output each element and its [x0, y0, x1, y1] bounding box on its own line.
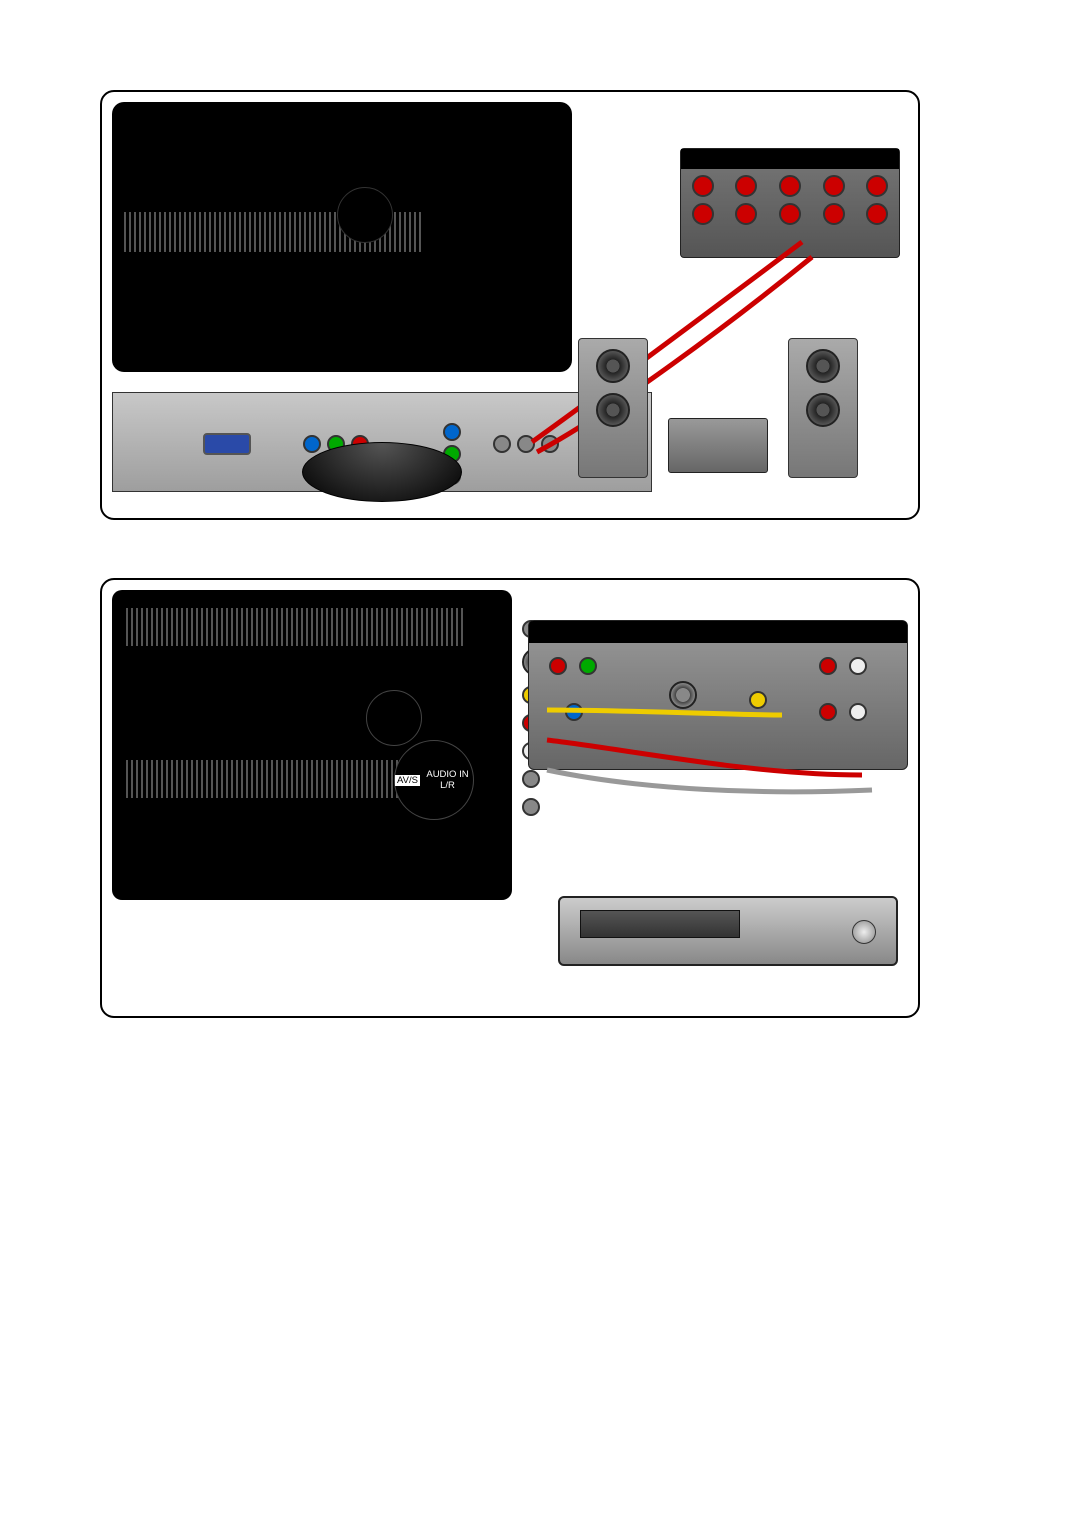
rca-port-icon	[866, 203, 888, 225]
composite-port-icon	[749, 691, 767, 709]
speaker-right-icon	[788, 338, 858, 478]
component-cr-port-icon	[549, 657, 567, 675]
port-icon	[303, 435, 321, 453]
tv-stand-illustration	[302, 442, 462, 502]
tv-back-illustration	[112, 102, 572, 372]
back-panel-header	[529, 621, 907, 643]
vcr-tape-slot-icon	[580, 910, 740, 938]
audio-r1-port-icon	[819, 703, 837, 721]
component-cb-port-icon	[565, 703, 583, 721]
speaker-left-icon	[578, 338, 648, 478]
rca-port-icon	[823, 203, 845, 225]
rca-port-icon	[692, 175, 714, 197]
vcr-illustration	[558, 896, 898, 966]
port-icon	[443, 423, 461, 441]
figure-av-model: AV/S AUDIO IN L/R	[100, 578, 920, 1018]
audio-l1-port-icon	[849, 703, 867, 721]
amplifier-illustration	[680, 148, 900, 258]
page-footer	[100, 1450, 132, 1474]
port-icon	[522, 798, 540, 816]
audio-in-badge-label: AV/S AUDIO IN L/R	[394, 740, 474, 820]
port-icon	[541, 435, 559, 453]
amplifier-header	[681, 149, 899, 169]
rca-port-icon	[735, 175, 757, 197]
amplifier-row-r	[681, 197, 899, 225]
vcr-knob-icon	[852, 920, 876, 944]
rca-port-icon	[779, 175, 801, 197]
stereo-unit-icon	[668, 418, 768, 473]
port-icon	[493, 435, 511, 453]
av-badge-label	[366, 690, 422, 746]
component-y-port-icon	[579, 657, 597, 675]
vga-port-icon	[203, 433, 251, 455]
port-icon	[517, 435, 535, 453]
audio-r2-port-icon	[819, 657, 837, 675]
external-back-panel	[528, 620, 908, 770]
rca-port-icon	[866, 175, 888, 197]
tv-audio-out-label	[337, 187, 393, 243]
rca-port-icon	[823, 175, 845, 197]
audio-l2-port-icon	[849, 657, 867, 675]
tv-back-illustration-2: AV/S AUDIO IN L/R	[112, 590, 512, 900]
rca-port-icon	[692, 203, 714, 225]
port-icon	[522, 770, 540, 788]
tv-vent-grill	[126, 608, 466, 646]
rca-port-icon	[735, 203, 757, 225]
figure-audio-cable	[100, 90, 920, 520]
rca-port-icon	[779, 203, 801, 225]
svideo-port-icon	[669, 681, 697, 709]
amplifier-row-l	[681, 169, 899, 197]
